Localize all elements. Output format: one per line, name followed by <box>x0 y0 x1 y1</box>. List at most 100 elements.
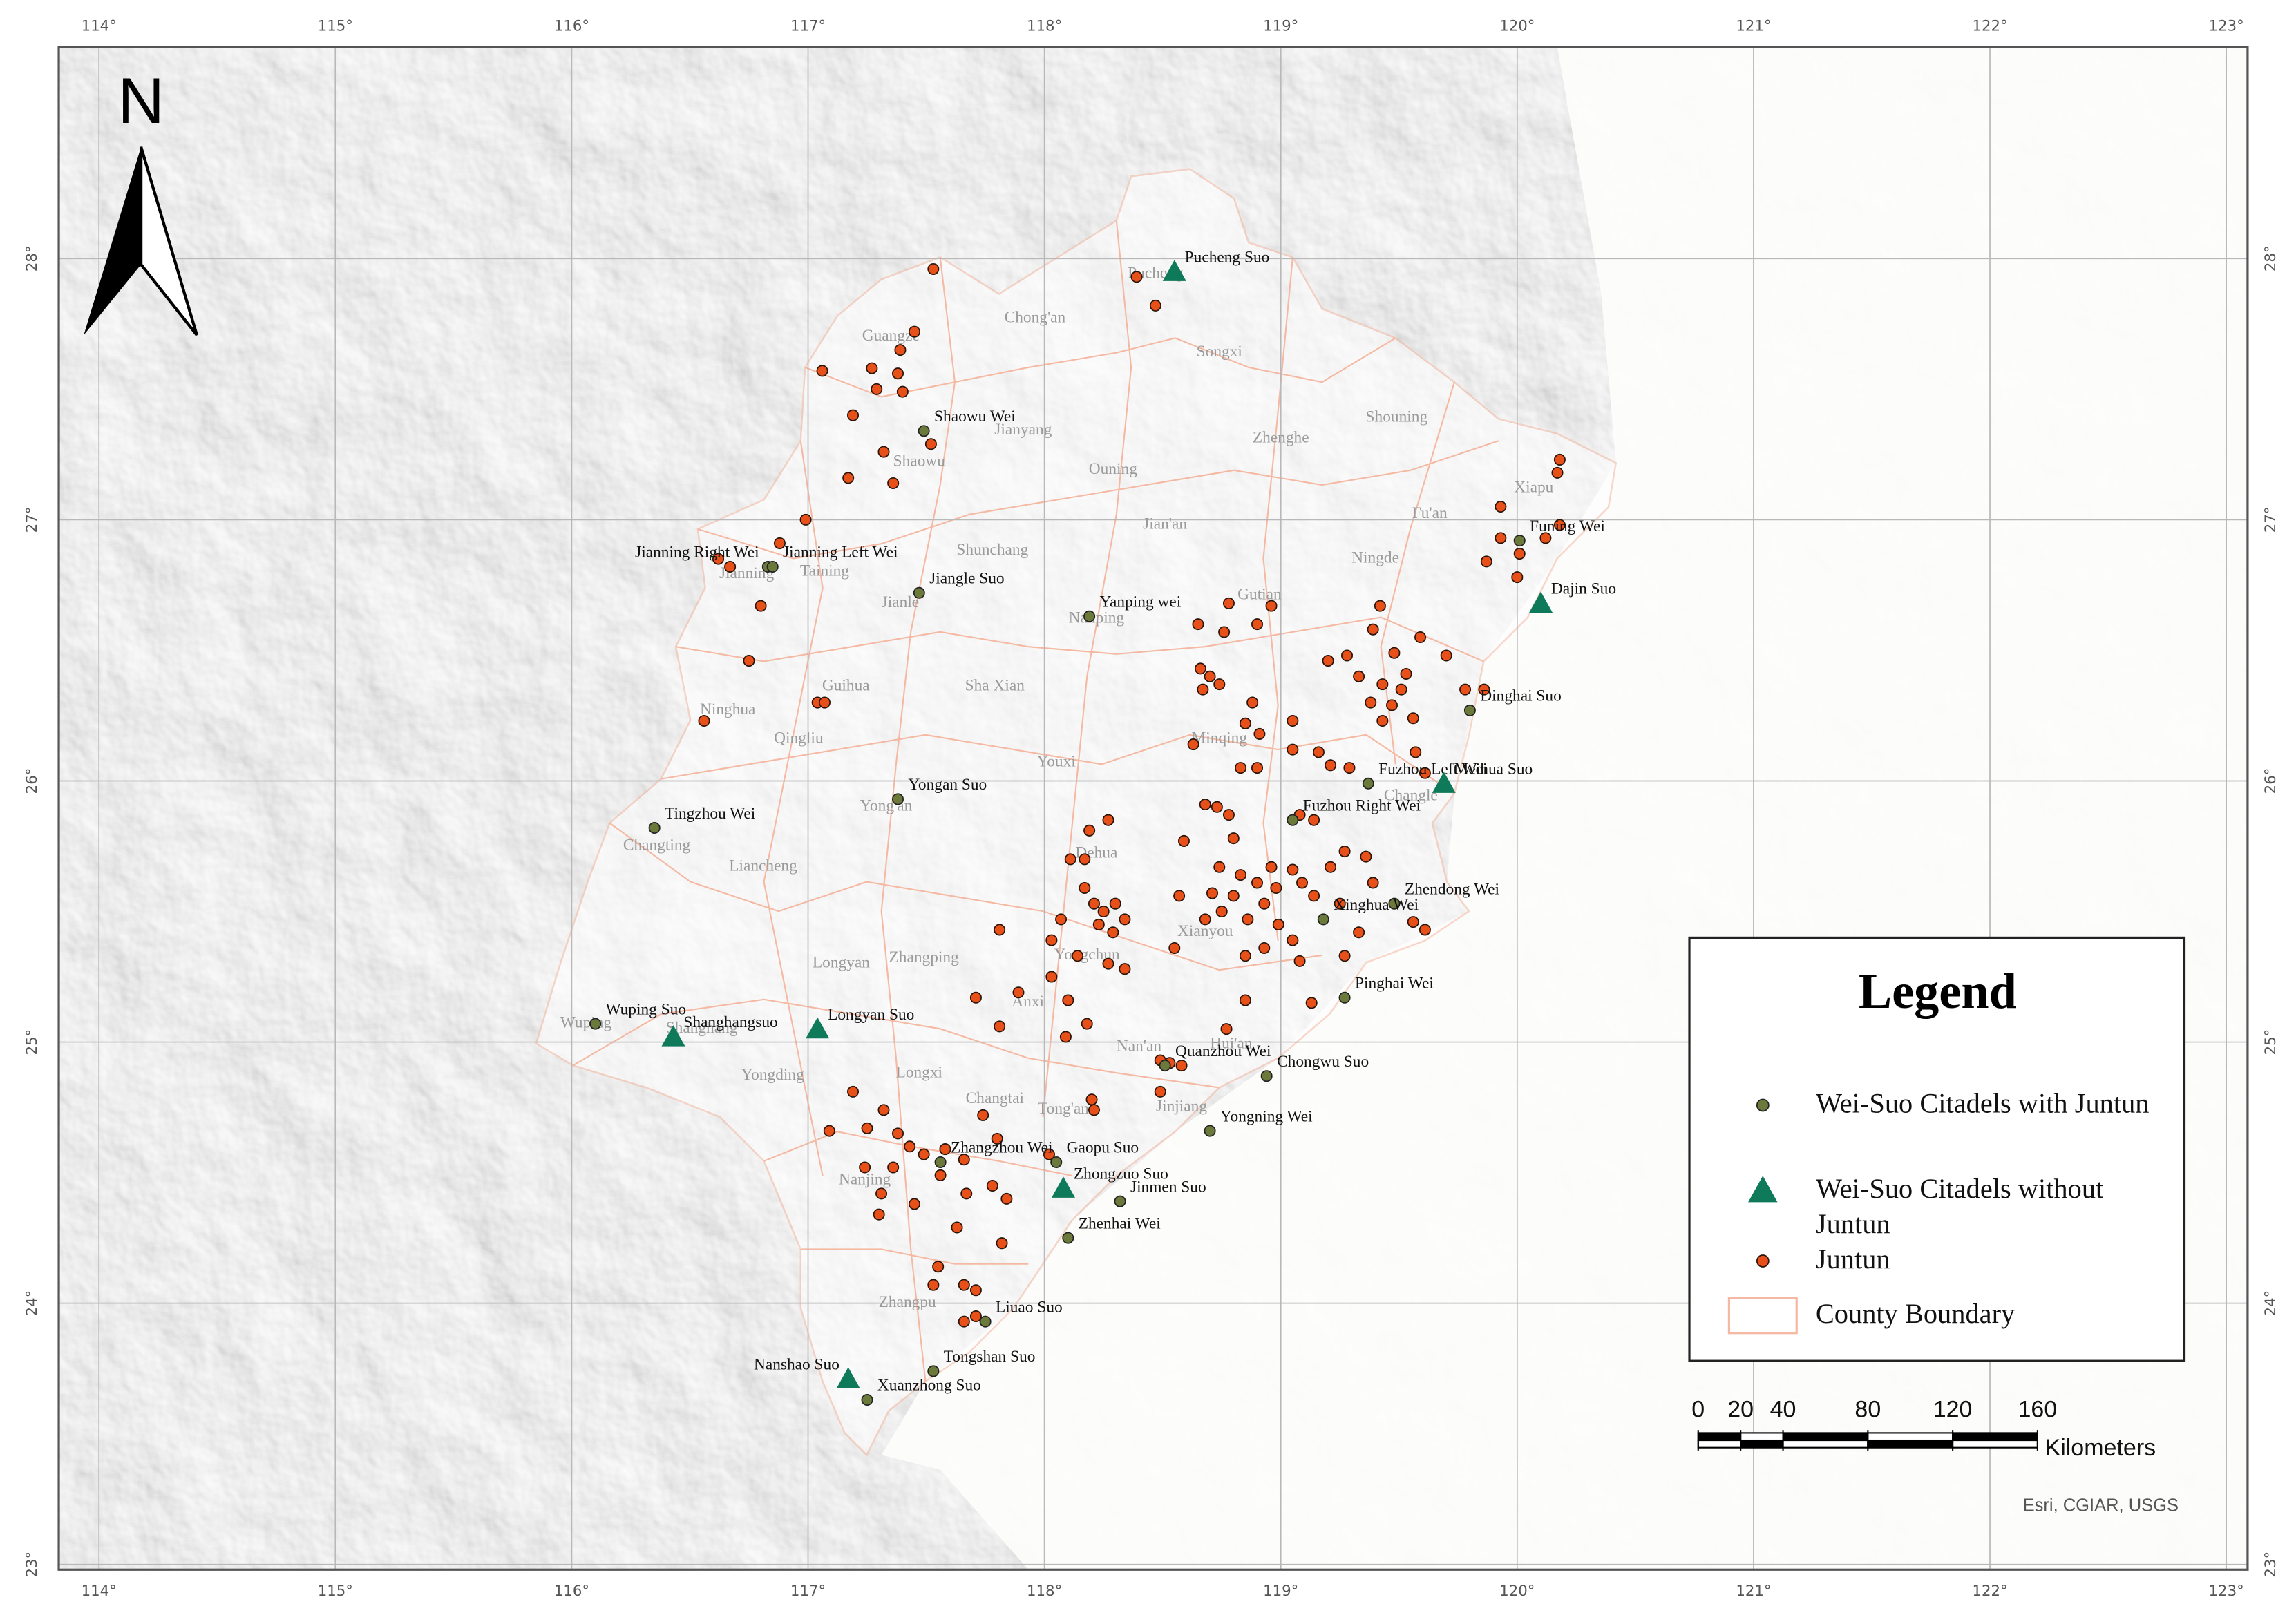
juntun-point <box>894 344 907 356</box>
citadel-with-juntun <box>1463 704 1476 716</box>
juntun-point <box>996 1237 1008 1250</box>
juntun-point <box>904 1140 916 1153</box>
juntun-point <box>1478 683 1490 696</box>
citadel-with-juntun <box>927 1365 940 1377</box>
citadel-label: Zhenhai Wei <box>1079 1214 1161 1232</box>
citadel-with-juntun <box>861 1394 873 1406</box>
county-label: Nanjing <box>839 1170 891 1188</box>
juntun-point <box>994 1020 1006 1033</box>
juntun-point <box>1343 762 1356 774</box>
county-label: Longyan <box>813 954 870 972</box>
juntun-point <box>1079 881 1091 895</box>
x-tick-label-top: 115° <box>318 17 353 35</box>
scale-label: 40 <box>1770 1396 1796 1422</box>
juntun-point <box>1395 683 1407 696</box>
scale-label: 80 <box>1854 1396 1881 1422</box>
county-label: Ninghua <box>700 700 756 718</box>
juntun-point <box>958 1154 970 1166</box>
citadel-with-juntun <box>1513 535 1526 547</box>
juntun-point <box>924 438 937 450</box>
county-label: Changtai <box>966 1089 1025 1107</box>
citadel-with-juntun <box>1317 913 1329 926</box>
y-tick-label-left: 24° <box>23 1290 41 1317</box>
juntun-point <box>1059 1031 1072 1043</box>
juntun-point <box>755 600 767 612</box>
county-boundaries <box>572 220 1499 1382</box>
juntun-point <box>1218 626 1231 638</box>
north-arrow: N <box>84 64 198 336</box>
citadel-label: Fuzhou Left Wei <box>1378 760 1488 778</box>
juntun-point <box>1192 618 1204 631</box>
citadel-with-juntun <box>589 1018 602 1030</box>
juntun-point <box>1386 699 1398 711</box>
scale-segment <box>1697 1432 1742 1442</box>
x-tick-label-bottom: 115° <box>318 1583 353 1600</box>
x-tick-label-top: 123° <box>2209 17 2244 35</box>
y-tick-label-right: 26° <box>2262 768 2279 794</box>
juntun-point <box>1242 913 1254 926</box>
legend-symbol <box>1756 1254 1770 1268</box>
y-tick-label-right: 24° <box>2262 1290 2279 1317</box>
juntun-point <box>1199 798 1211 811</box>
citadel-with-juntun <box>918 425 930 437</box>
juntun-point <box>1204 670 1216 682</box>
citadel-label: Dinghai Suo <box>1480 687 1561 705</box>
y-tick-label-right: 25° <box>2262 1029 2279 1055</box>
county-label: Taining <box>800 562 849 580</box>
juntun-point <box>1173 890 1186 902</box>
juntun-point <box>1206 887 1219 899</box>
citadel-with-juntun <box>1260 1070 1273 1082</box>
scale-label: 120 <box>1933 1396 1973 1422</box>
county-label: Yong'an <box>860 797 912 815</box>
juntun-point <box>1341 649 1354 662</box>
county-label: Xianyou <box>1177 922 1233 940</box>
juntun-point <box>1334 897 1346 910</box>
county-label: Xiapu <box>1514 478 1553 496</box>
juntun-point <box>866 362 878 374</box>
juntun-point <box>1187 738 1199 751</box>
citadel-label: Chongwu Suo <box>1277 1053 1369 1071</box>
county-line <box>661 734 1455 794</box>
juntun-point <box>1213 678 1226 691</box>
legend-label: Wei-Suo Citadels without Juntun <box>1815 1174 2104 1241</box>
citadel-with-juntun <box>1338 991 1351 1004</box>
x-tick-label-top: 120° <box>1499 17 1535 35</box>
juntun-point <box>877 446 890 458</box>
juntun-point <box>1175 1060 1188 1072</box>
juntun-point <box>1055 913 1068 926</box>
juntun-point <box>1064 853 1076 866</box>
juntun-point <box>1215 906 1228 918</box>
juntun-point <box>712 553 725 565</box>
juntun-point <box>1062 994 1074 1006</box>
y-tick-label-left: 27° <box>23 507 41 533</box>
juntun-point <box>1177 834 1190 847</box>
juntun-point <box>1220 1023 1233 1035</box>
juntun-point <box>1149 299 1161 312</box>
x-tick-label-top: 119° <box>1263 17 1298 35</box>
juntun-point <box>1072 950 1084 962</box>
juntun-point <box>1227 890 1240 902</box>
citadel-with-juntun <box>913 586 925 599</box>
scale-segment <box>1782 1439 1869 1449</box>
arrow-right <box>139 146 198 336</box>
juntun-point <box>1088 897 1100 910</box>
juntun-point <box>724 560 737 573</box>
juntun-point <box>887 1161 900 1174</box>
citadel-with-juntun <box>1388 897 1401 910</box>
citadel-with-juntun <box>648 822 661 834</box>
juntun-point <box>1353 926 1365 939</box>
y-tick-label-right: 27° <box>2262 507 2279 533</box>
juntun-point <box>969 1310 982 1323</box>
citadel-label: Yongning Wei <box>1220 1107 1313 1125</box>
citadel-label: Zhangzhou Wei <box>951 1139 1053 1157</box>
scale-bar: 0 20 40 80 120 160 Kilometers <box>1691 1396 2156 1460</box>
juntun-point <box>1539 532 1552 544</box>
juntun-point <box>743 655 755 667</box>
juntun-point <box>1374 600 1386 612</box>
juntun-point <box>842 472 855 484</box>
county-label: Nan'an <box>1117 1037 1162 1055</box>
county-label: Chong'an <box>1005 309 1066 327</box>
citadel-with-juntun <box>1050 1156 1063 1168</box>
juntun-point <box>1199 913 1211 926</box>
citadel-label: Meihua Suo <box>1454 760 1533 778</box>
